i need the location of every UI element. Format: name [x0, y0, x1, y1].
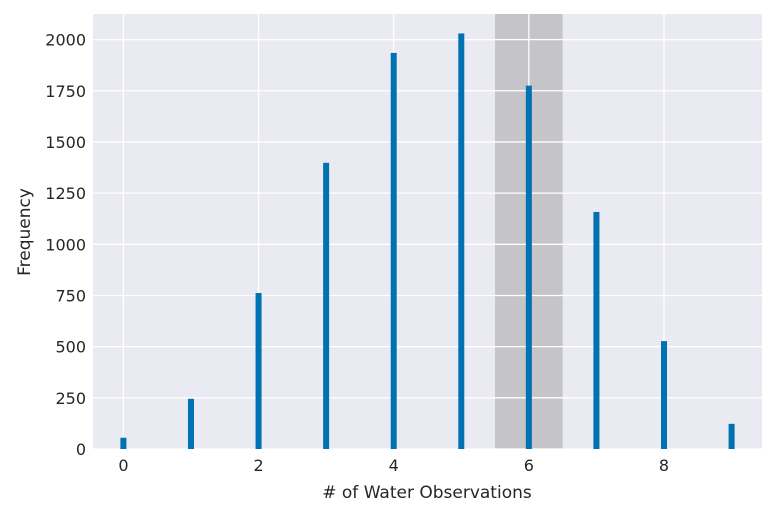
y-tick-label: 1000 [45, 235, 86, 254]
y-tick-label: 500 [55, 338, 86, 357]
bar-layer [120, 33, 735, 450]
x-axis-label: # of Water Observations [322, 483, 532, 503]
bar-8 [661, 341, 668, 449]
bar-3 [323, 162, 330, 450]
y-tick-label: 1250 [45, 184, 86, 203]
y-tick-label: 1750 [45, 82, 86, 101]
y-tick-label: 0 [76, 440, 86, 459]
bar-9 [728, 423, 735, 449]
y-axis-label: Frequency [15, 188, 35, 276]
x-tick-label: 2 [253, 456, 263, 475]
y-tick-label: 250 [55, 389, 86, 408]
tick-layer: 0 250 500 750 1000 1250 1500 1750 2000 0 2 4 6 8 [45, 31, 669, 475]
bar-2 [255, 293, 262, 449]
y-tick-label: 1500 [45, 133, 86, 152]
plot-area [93, 14, 762, 449]
bar-1 [187, 398, 194, 449]
x-tick-label: 4 [389, 456, 399, 475]
x-tick-label: 0 [118, 456, 128, 475]
bar-6 [525, 85, 532, 449]
bar-5 [458, 33, 465, 450]
y-tick-label: 2000 [45, 31, 86, 50]
x-tick-label: 6 [524, 456, 534, 475]
x-tick-label: 8 [659, 456, 669, 475]
bar-0 [120, 437, 127, 449]
y-tick-label: 750 [55, 286, 86, 305]
bar-7 [593, 211, 600, 449]
bar-4 [390, 52, 397, 450]
